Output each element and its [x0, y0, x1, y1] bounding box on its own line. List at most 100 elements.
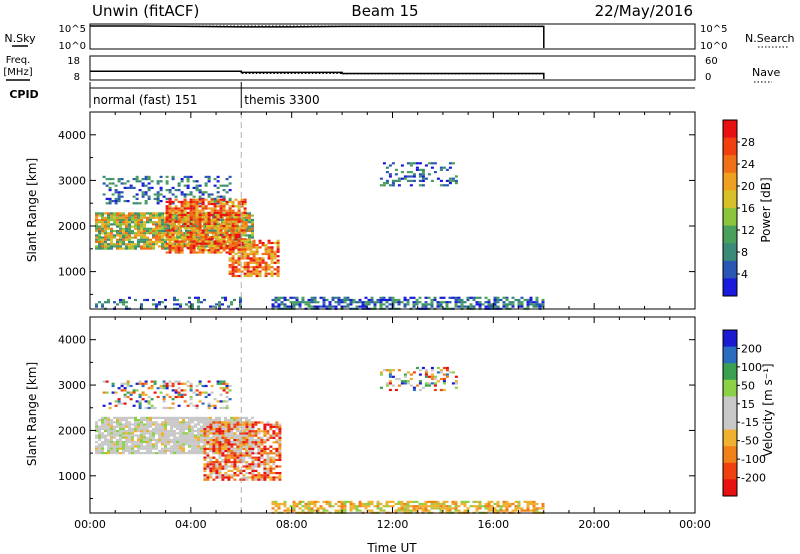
data-cell — [212, 216, 215, 219]
data-cell — [243, 257, 247, 260]
data-cell — [209, 423, 213, 426]
data-cell — [122, 301, 125, 304]
data-cell — [152, 245, 155, 248]
colorbar-swatch — [723, 479, 737, 497]
data-cell — [230, 445, 234, 448]
data-cell — [204, 233, 208, 236]
data-cell — [125, 441, 128, 444]
data-cell — [236, 425, 240, 428]
data-cell — [310, 509, 314, 512]
data-cell — [212, 436, 215, 439]
data-cell — [98, 443, 101, 446]
data-cell — [280, 303, 284, 306]
data-cell — [189, 251, 193, 254]
data-cell — [254, 445, 258, 448]
data-cell — [164, 223, 167, 226]
data-cell — [161, 452, 164, 455]
data-cell — [131, 243, 134, 246]
data-cell — [164, 238, 167, 241]
data-cell — [146, 452, 149, 455]
data-cell — [233, 465, 237, 468]
data-cell — [412, 301, 416, 304]
data-cell — [257, 430, 261, 433]
data-cell — [209, 467, 213, 470]
data-cell — [242, 474, 246, 477]
data-cell — [252, 244, 256, 247]
data-cell — [150, 180, 154, 183]
data-cell — [206, 465, 210, 468]
data-cell — [245, 416, 248, 419]
data-cell — [210, 391, 214, 394]
data-cell — [254, 452, 258, 455]
data-cell — [131, 438, 134, 441]
data-cell — [216, 209, 220, 212]
data-cell — [128, 430, 131, 433]
data-cell — [270, 261, 274, 264]
data-cell — [520, 507, 524, 510]
data-cell — [144, 400, 148, 403]
data-cell — [183, 175, 187, 178]
data-cell — [189, 240, 193, 243]
data-cell — [496, 296, 500, 299]
data-cell — [185, 416, 188, 419]
data-cell — [114, 202, 118, 205]
data-cell — [237, 236, 241, 239]
data-cell — [161, 218, 164, 222]
data-cell — [233, 425, 237, 428]
data-cell — [146, 229, 149, 233]
data-cell — [206, 476, 210, 479]
data-cell — [116, 243, 119, 246]
data-cell — [195, 406, 199, 410]
data-cell — [194, 434, 197, 437]
data-cell — [213, 203, 217, 206]
data-cell — [222, 225, 226, 228]
data-cell — [248, 454, 252, 457]
nave-tick-top: 60 — [705, 56, 718, 67]
data-cell — [406, 502, 410, 506]
data-cell — [272, 461, 276, 464]
data-cell — [114, 191, 118, 194]
data-cell — [445, 168, 449, 171]
data-cell — [254, 443, 258, 446]
data-cell — [116, 434, 119, 437]
data-cell — [119, 438, 122, 441]
data-cell — [192, 186, 196, 189]
data-cell — [246, 257, 250, 260]
data-cell — [165, 205, 169, 208]
data-cell — [146, 240, 149, 244]
data-cell — [454, 502, 458, 506]
data-cell — [218, 454, 222, 457]
data-cell — [122, 232, 125, 235]
data-cell — [295, 505, 299, 508]
data-cell — [140, 223, 143, 226]
data-cell — [487, 500, 491, 503]
data-cell — [219, 211, 223, 214]
data-cell — [146, 449, 149, 452]
data-cell — [260, 476, 264, 479]
data-cell — [101, 443, 104, 446]
data-cell — [267, 248, 271, 251]
data-cell — [201, 207, 205, 210]
data-cell — [173, 238, 176, 241]
data-cell — [418, 502, 422, 506]
data-cell — [219, 205, 223, 208]
data-cell — [203, 439, 207, 442]
data-cell — [107, 419, 110, 422]
data-cell — [406, 380, 410, 383]
data-cell — [532, 301, 536, 304]
data-cell — [215, 474, 219, 477]
data-cell — [258, 259, 262, 262]
data-cell — [116, 447, 119, 450]
data-cell — [243, 274, 247, 278]
data-cell — [213, 207, 217, 210]
data-cell — [505, 502, 509, 506]
data-cell — [228, 257, 232, 260]
data-cell — [180, 249, 184, 252]
data-cell — [239, 432, 243, 435]
data-cell — [213, 184, 217, 187]
data-cell — [182, 425, 185, 428]
data-cell — [445, 184, 449, 187]
data-cell — [227, 439, 231, 442]
data-cell — [376, 298, 380, 302]
data-cell — [215, 439, 219, 442]
